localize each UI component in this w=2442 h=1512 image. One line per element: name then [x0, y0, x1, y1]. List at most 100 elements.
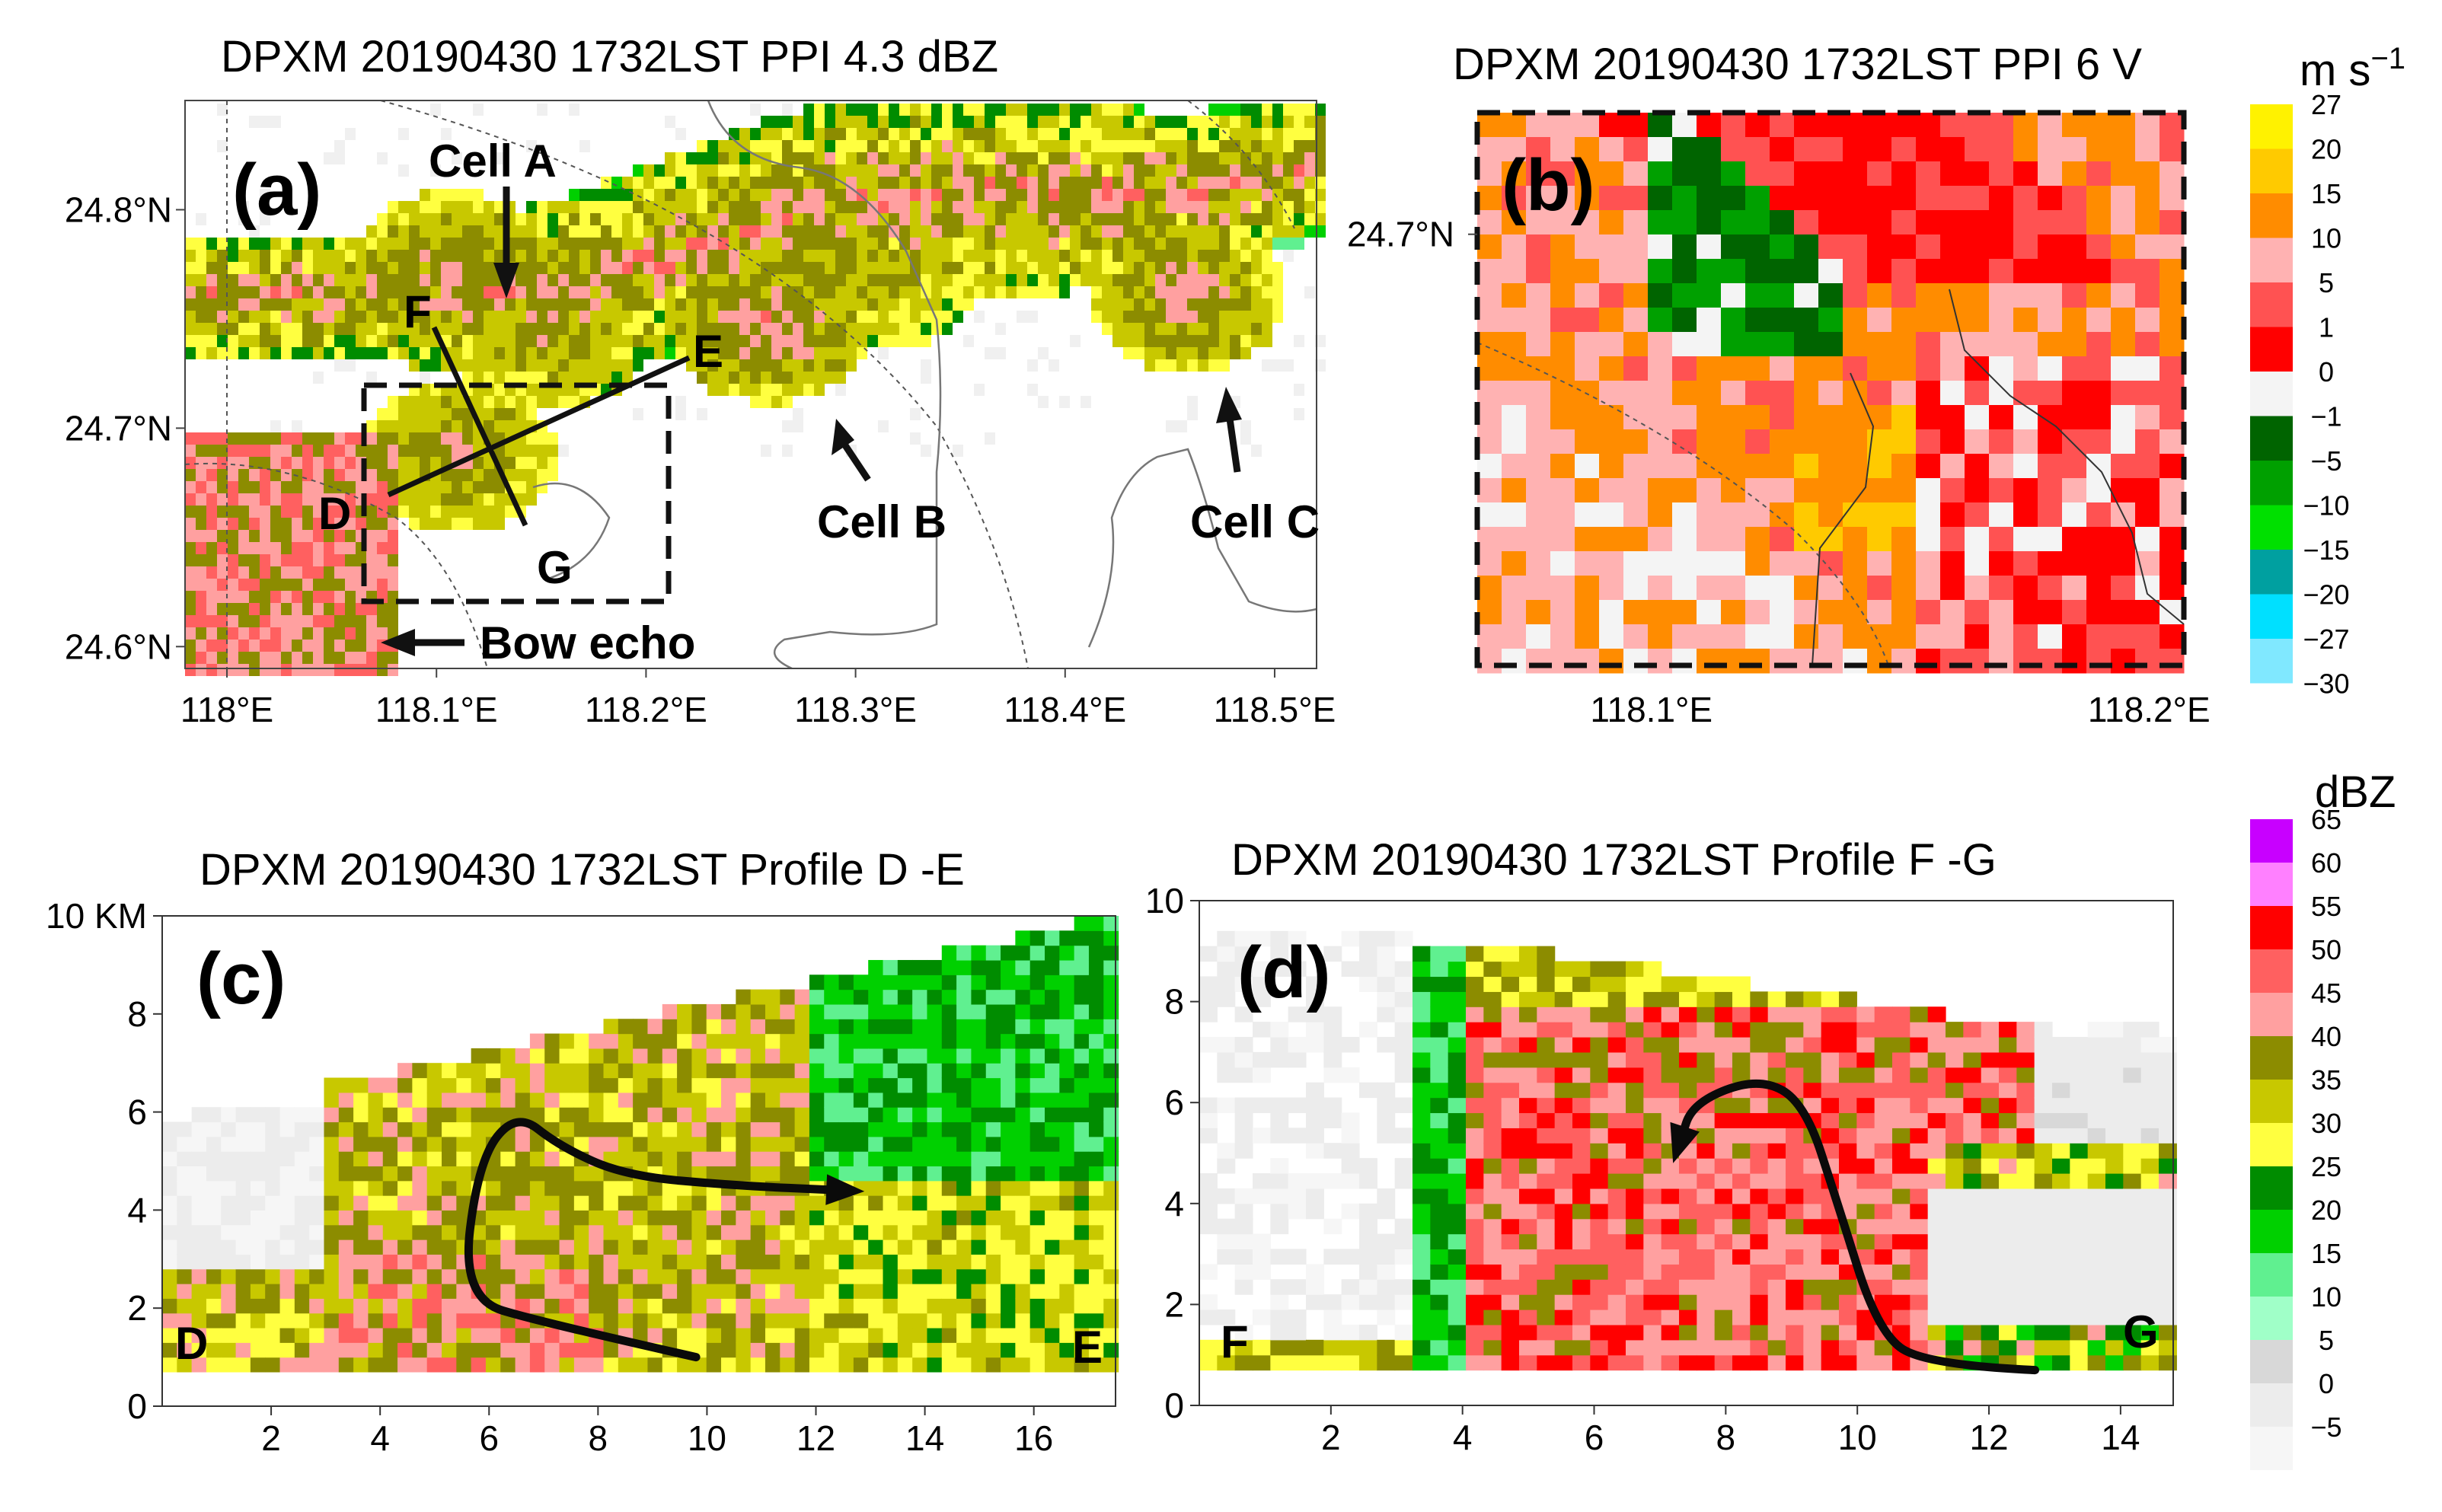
echo-cell	[1144, 152, 1155, 164]
echo-cell	[1251, 335, 1262, 347]
echo-cell	[835, 286, 846, 298]
echo-cell	[484, 518, 494, 530]
echo-cell	[1081, 104, 1091, 116]
profile-cell	[927, 975, 943, 990]
echo-cell	[217, 506, 228, 518]
echo-cell	[249, 323, 260, 335]
echo-cell	[835, 238, 846, 250]
echo-cell	[729, 164, 739, 177]
profile-cell	[1341, 961, 1360, 978]
velocity-cell	[2111, 283, 2136, 308]
velocity-cell	[1867, 454, 1892, 479]
echo-cell	[558, 225, 569, 238]
echo-cell	[1027, 262, 1038, 274]
echo-cell	[878, 225, 889, 238]
echo-cell	[292, 432, 302, 445]
echo-cell	[793, 311, 803, 323]
panel-a-title: DPXM 20190430 1732LST PPI 4.3 dBZ	[221, 32, 998, 81]
echo-cell	[739, 213, 750, 225]
profile-cell	[838, 1121, 854, 1137]
echo-cell	[494, 225, 505, 238]
echo-cell	[782, 372, 793, 384]
profile-cell	[956, 975, 972, 990]
echo-cell	[377, 664, 388, 676]
velocity-cell	[1867, 234, 1892, 260]
profile-cell	[677, 1136, 692, 1152]
echo-cell	[867, 152, 878, 164]
echo-cell	[782, 323, 793, 335]
echo-cell	[377, 432, 388, 445]
echo-cell	[825, 286, 835, 298]
profile-cell	[868, 1313, 884, 1329]
echo-cell	[313, 481, 324, 493]
profile-cell	[721, 1092, 736, 1108]
echo-cell	[366, 323, 377, 335]
echo-cell	[270, 664, 281, 676]
echo-cell	[1187, 128, 1198, 140]
profile-cell	[1074, 1077, 1090, 1093]
echo-cell	[292, 420, 302, 432]
profile-cell	[589, 1224, 605, 1240]
profile-cell	[956, 1092, 972, 1108]
profile-cell	[838, 1033, 854, 1049]
velocity-cell	[1599, 161, 1624, 187]
velocity-cell	[1745, 356, 1770, 381]
velocity-cell	[1697, 405, 1722, 430]
profile-cell	[265, 1357, 281, 1373]
echo-cell	[302, 506, 313, 518]
profile-cell	[883, 1033, 899, 1049]
echo-cell	[249, 311, 260, 323]
echo-cell	[270, 627, 281, 640]
profile-cell	[1288, 1249, 1307, 1265]
echo-cell	[345, 554, 356, 566]
profile-cell	[824, 1327, 840, 1343]
echo-cell	[260, 554, 270, 566]
velocity-cell	[2013, 308, 2038, 333]
velocity-cell	[1697, 454, 1722, 479]
echo-cell	[1166, 238, 1176, 250]
echo-cell	[1144, 311, 1155, 323]
profile-cell	[838, 1077, 854, 1093]
echo-cell	[953, 189, 963, 201]
profile-cell	[485, 1048, 501, 1064]
profile-cell	[265, 1121, 281, 1137]
echo-cell	[292, 323, 302, 335]
velocity-cell	[1891, 113, 1917, 138]
echo-cell	[377, 652, 388, 664]
echo-cell	[302, 652, 313, 664]
echo-cell	[281, 566, 292, 579]
echo-cell	[1134, 274, 1144, 286]
profile-cell	[1270, 1279, 1289, 1295]
velocity-cell	[1697, 308, 1722, 333]
profile-cell	[353, 1254, 369, 1270]
velocity-cell	[1965, 502, 1990, 528]
profile-cell	[1288, 1188, 1307, 1204]
profile-cell	[1044, 1003, 1060, 1019]
echo-cell	[249, 579, 260, 591]
echo-cell	[942, 311, 953, 323]
echo-cell	[654, 274, 665, 286]
echo-cell	[473, 481, 484, 493]
profile-cell	[1044, 1180, 1060, 1196]
echo-cell	[1283, 140, 1294, 152]
echo-cell	[452, 518, 462, 530]
echo-cell	[825, 225, 835, 238]
velocity-cell	[1599, 576, 1624, 601]
echo-cell	[409, 274, 420, 286]
echo-cell	[526, 432, 537, 445]
velocity-cell	[2038, 381, 2063, 406]
profile-cell	[250, 1195, 266, 1211]
profile-cell	[1044, 975, 1060, 990]
profile-cell	[1044, 1195, 1060, 1211]
profile-cell	[456, 1180, 472, 1196]
profile-cell	[397, 1313, 413, 1329]
profile-cell	[897, 1048, 913, 1064]
echo-cell	[590, 250, 601, 262]
profile-cell	[794, 989, 810, 1005]
profile-cell	[765, 1327, 780, 1343]
profile-cell	[544, 1195, 560, 1211]
profile-cell	[294, 1313, 310, 1329]
profile-cell	[647, 1268, 663, 1284]
profile-cell	[1305, 1143, 1324, 1159]
